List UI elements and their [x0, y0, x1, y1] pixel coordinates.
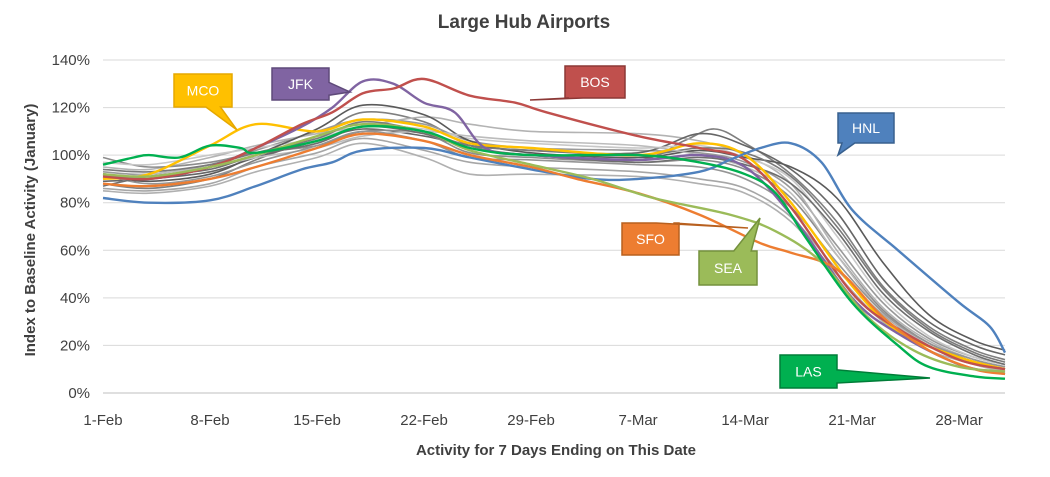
- callout-bos: [529, 65, 626, 101]
- x-tick-label: 21-Mar: [828, 412, 876, 429]
- x-axis-tick-labels: 1-Feb 8-Feb 15-Feb 22-Feb 29-Feb 7-Mar 14-Mar 2…: [83, 412, 982, 429]
- x-tick-label: 14-Mar: [721, 412, 769, 429]
- callout-label-bos: BOS: [580, 74, 610, 90]
- x-tick-label: 29-Feb: [507, 412, 555, 429]
- y-tick-label: 20%: [60, 337, 90, 354]
- callout-hnl: [836, 112, 895, 157]
- callout-label-las: LAS: [795, 364, 821, 380]
- callout-label-mco: MCO: [187, 83, 220, 99]
- background-series-line: [102, 118, 1006, 366]
- callout-sfo: [621, 222, 749, 256]
- y-axis-label: Index to Baseline Activity (January): [22, 104, 39, 357]
- background-series-line: [102, 129, 1006, 373]
- y-tick-label: 40%: [60, 290, 90, 307]
- background-series-line: [102, 142, 1006, 373]
- y-tick-label: 120%: [52, 100, 90, 117]
- callout-jfk: [271, 67, 353, 101]
- background-series-line: [102, 116, 1006, 368]
- highlight-series-group: [102, 77, 1007, 380]
- background-series-group: [102, 103, 1006, 373]
- callout-label-sfo: SFO: [636, 231, 665, 247]
- callout-label-hnl: HNL: [852, 120, 880, 136]
- x-tick-label: 8-Feb: [190, 412, 229, 429]
- x-tick-label: 15-Feb: [293, 412, 341, 429]
- chart-title: Large Hub Airports: [438, 12, 610, 33]
- callout-label-jfk: JFK: [288, 76, 314, 92]
- callout-sea: [698, 217, 761, 286]
- callout-label-sea: SEA: [714, 260, 743, 276]
- y-tick-label: 100%: [52, 147, 90, 164]
- series-line-bos: [102, 77, 1006, 371]
- series-line-mco: [102, 118, 1006, 371]
- y-tick-label: 80%: [60, 195, 90, 212]
- series-line-las: [102, 124, 1006, 380]
- x-axis-label: Activity for 7 Days Ending on This Date: [416, 442, 696, 459]
- series-line-sea: [102, 122, 1006, 373]
- callout-labels: MCO JFK BOS HNL SFO SEA LAS: [173, 65, 931, 389]
- callout-las: [779, 354, 931, 389]
- x-tick-label: 22-Feb: [400, 412, 448, 429]
- y-axis-tick-labels: 0% 20% 40% 60% 80% 100% 120% 140%: [52, 52, 90, 402]
- y-tick-label: 140%: [52, 52, 90, 69]
- series-line-sfo: [102, 132, 1006, 376]
- x-tick-label: 1-Feb: [83, 412, 122, 429]
- y-tick-label: 0%: [68, 385, 90, 402]
- x-tick-label: 28-Mar: [935, 412, 983, 429]
- background-series-line: [102, 130, 1006, 368]
- background-series-line: [102, 125, 1006, 366]
- series-line-hnl: [102, 141, 1007, 354]
- callout-mco: [173, 73, 238, 131]
- x-tick-label: 7-Mar: [618, 412, 657, 429]
- y-tick-label: 60%: [60, 242, 90, 259]
